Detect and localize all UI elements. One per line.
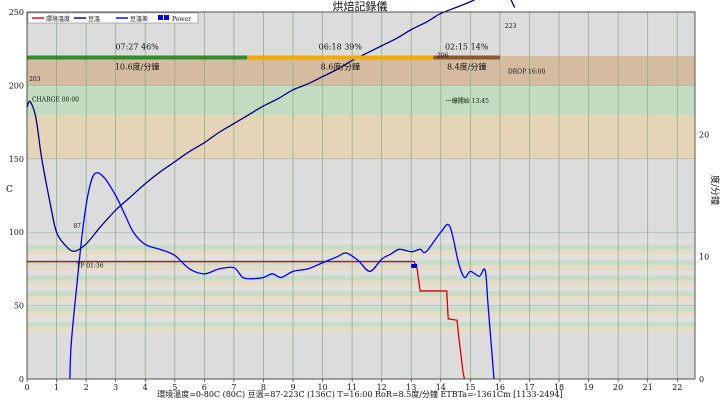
band (27, 56, 695, 86)
x-tick-label: 11 (347, 383, 357, 392)
phase-ror-label: 8.6度/分鐘 (321, 62, 360, 72)
x-tick-label: 10 (317, 383, 327, 392)
x-tick-label: 14 (436, 383, 446, 392)
x-tick-label: 12 (377, 383, 387, 392)
legend: 環境溫度 豆溫 豆溫差 Power (27, 12, 199, 24)
y-tick-label-right: 10 (699, 253, 709, 262)
legend-swatch (158, 15, 163, 20)
x-tick-label: 1 (54, 383, 59, 392)
annotation-label: 206 (437, 53, 449, 60)
band-stripe (27, 270, 695, 276)
annotation-label: 一爆開始 13:45 (446, 97, 489, 105)
phase-bar-0 (27, 55, 248, 60)
x-tick-label: 9 (290, 383, 295, 392)
y-axis-label-right: 度/分鐘 (709, 175, 720, 205)
phase-time-label: 02:15 14% (445, 43, 489, 52)
band-stripe (27, 249, 695, 255)
phase-ror-label: 8.4度/分鐘 (447, 62, 486, 72)
x-tick-label: 20 (613, 383, 623, 392)
band-stripe (27, 306, 695, 312)
band (27, 114, 695, 159)
x-tick-label: 2 (84, 383, 89, 392)
y-tick-label-right: 0 (699, 375, 704, 384)
y-tick-label-left: 200 (9, 81, 24, 90)
legend-label: Power (172, 16, 191, 23)
y-tick-label-left: 150 (9, 155, 24, 164)
phase-time-label: 06:18 39% (319, 43, 363, 52)
legend-label: 豆溫差 (130, 15, 148, 23)
x-tick-label: 21 (643, 383, 653, 392)
annotation-label: DROP 16:00 (508, 69, 546, 76)
band-stripe (27, 316, 695, 322)
band-stripe (27, 290, 695, 297)
y-tick-label-left: 50 (14, 302, 24, 311)
x-tick-label: 6 (202, 383, 207, 392)
chart-title: 烘焙記錄儀 (333, 0, 388, 13)
band-stripe (27, 275, 695, 281)
band-stripe (27, 244, 695, 250)
y-tick-label-left: 100 (9, 228, 24, 237)
annotation-label: CHARGE 00:00 (32, 97, 79, 104)
x-tick-label: 0 (24, 383, 29, 392)
band-stripe (27, 311, 695, 317)
phase-bar-2 (433, 55, 500, 60)
phase-ror-label: 10.6度/分鐘 (115, 62, 160, 72)
power-marker (411, 263, 418, 268)
x-tick-label: 4 (143, 383, 148, 392)
legend-swatch (164, 15, 169, 20)
x-tick-label: 13 (406, 383, 416, 392)
legend-label: 環境溫度 (46, 15, 70, 23)
band-stripe (27, 285, 695, 291)
x-tick-label: 19 (583, 383, 593, 392)
y-tick-label-right: 20 (699, 130, 709, 139)
y-axis-label-left: C (6, 185, 13, 195)
y-tick-label-left: 250 (9, 8, 24, 17)
annotation-label: 203 (29, 76, 41, 83)
annotation-label: 223 (505, 23, 517, 30)
x-tick-label: 17 (524, 383, 534, 392)
x-tick-label: 16 (495, 383, 505, 392)
status-line: 環境溫度=0-80C (80C) 豆溫=87-223C (136C) T=16:… (157, 389, 563, 399)
band-stripe (27, 239, 695, 245)
band-stripe (27, 296, 695, 302)
annotation-label: 87 (73, 223, 81, 230)
x-tick-label: 7 (231, 383, 236, 392)
x-tick-label: 3 (113, 383, 118, 392)
x-tick-label: 8 (261, 383, 266, 392)
band-stripe (27, 301, 695, 307)
y-tick-label-left: 0 (19, 375, 24, 384)
x-tick-label: 15 (465, 383, 475, 392)
series-line-2 (69, 172, 495, 380)
x-tick-label: 22 (672, 383, 682, 392)
band-stripe (27, 280, 695, 286)
annotation-label: TP 01:36 (76, 262, 103, 269)
x-tick-label: 5 (172, 383, 177, 392)
phase-bar-1 (247, 55, 434, 60)
phase-time-label: 07:27 46% (115, 43, 159, 52)
band-stripe (27, 326, 695, 333)
plot-frame (26, 11, 696, 380)
band-stripe (27, 321, 695, 327)
legend-label: 豆溫 (88, 15, 100, 23)
legend-box (27, 12, 199, 24)
x-tick-label: 18 (554, 383, 564, 392)
band-stripe (27, 265, 695, 271)
band-stripe (27, 254, 695, 261)
